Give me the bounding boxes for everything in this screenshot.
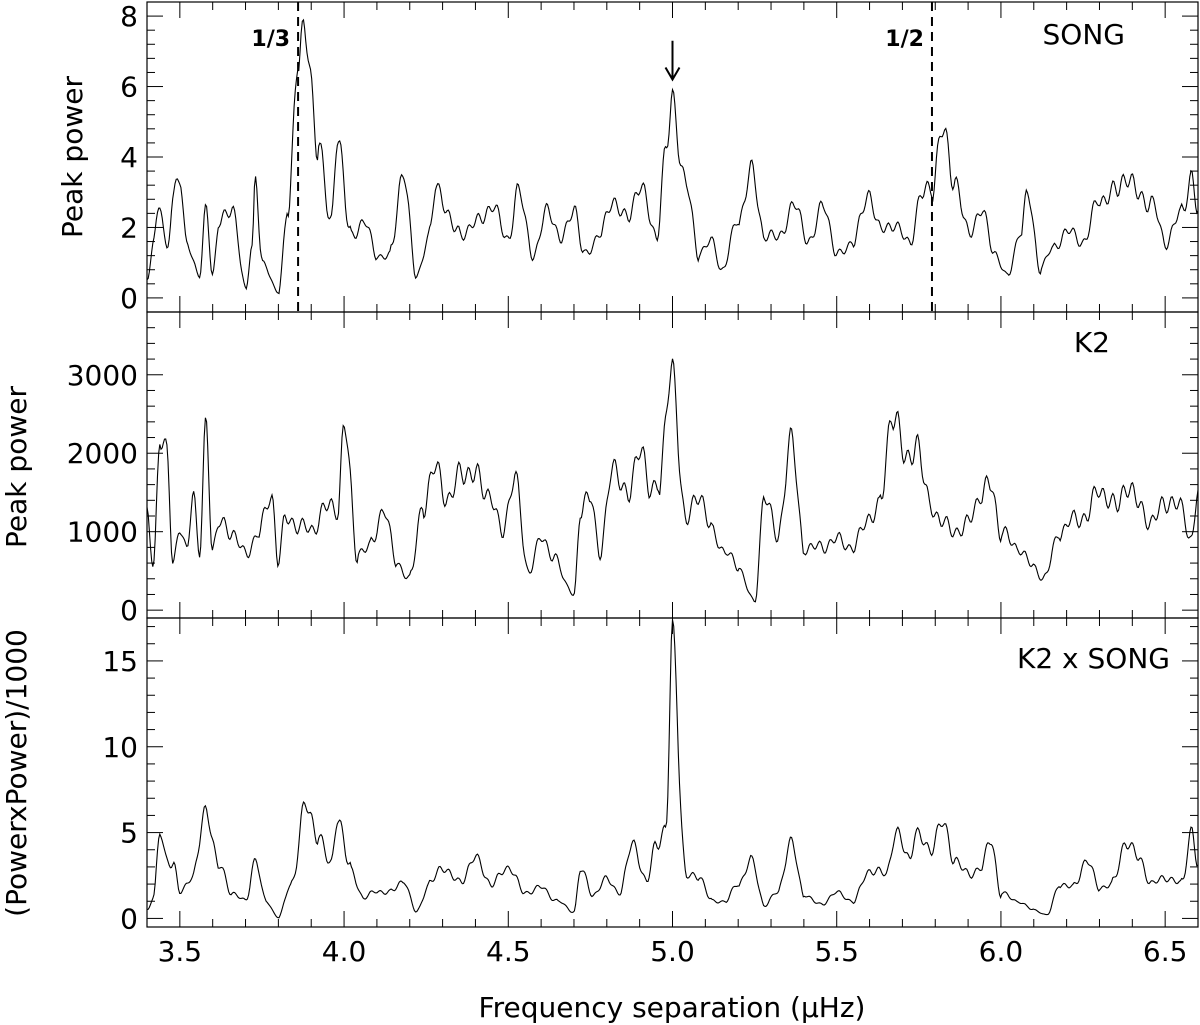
reference-line-label: 1/3 <box>251 27 290 52</box>
reference-line-label: 1/2 <box>885 27 924 52</box>
y-axis-label: (PowerxPower)/1000 <box>0 629 33 917</box>
y-tick-label: 0 <box>120 902 138 935</box>
x-axis-label: Frequency separation (μHz) <box>479 991 866 1024</box>
panel-label: K2 x SONG <box>1017 642 1170 675</box>
y-tick-label: 8 <box>120 0 138 33</box>
y-tick-label: 15 <box>102 645 138 678</box>
series-line <box>147 619 1198 919</box>
y-tick-label: 3000 <box>67 359 138 392</box>
y-tick-label: 0 <box>120 594 138 627</box>
arrow-head <box>664 66 681 82</box>
y-tick-label: 0 <box>120 282 138 315</box>
y-tick-label: 5 <box>120 817 138 850</box>
y-tick-label: 1000 <box>67 516 138 549</box>
x-tick-label: 5.5 <box>814 935 859 968</box>
panel-label: K2 <box>1074 326 1110 359</box>
y-tick-label: 10 <box>102 731 138 764</box>
panel-label: SONG <box>1043 18 1125 51</box>
y-tick-label: 4 <box>120 141 138 174</box>
y-axis-label: Peak power <box>0 386 33 548</box>
panel-k2: 0 1000 2000 3000 Peak power K2 <box>0 311 1199 627</box>
x-tick-label: 6.5 <box>1143 935 1188 968</box>
panel-product: 0 5 10 15 3.5 4.0 4.5 5.0 5.5 6.0 6.5 (PowerxPower)… <box>0 617 1199 968</box>
x-tick-label: 4.5 <box>486 935 531 968</box>
y-tick-label: 6 <box>120 71 138 104</box>
y-tick-label: 2000 <box>67 437 138 470</box>
y-tick-label: 2 <box>120 211 138 244</box>
x-tick-label: 4.0 <box>322 935 367 968</box>
panel-song: 0 2 4 6 8 Peak power SONG 1/3 1/2 <box>56 0 1199 315</box>
x-tick-label: 3.5 <box>158 935 203 968</box>
x-tick-label: 6.0 <box>979 935 1024 968</box>
y-axis-label: Peak power <box>56 76 89 238</box>
panels: 0 2 4 6 8 Peak power SONG 1/3 1/2 0 1000 2000 3000 Pe… <box>0 0 1199 968</box>
plot-frame <box>146 311 1199 619</box>
x-tick-label: 5.0 <box>650 935 695 968</box>
series-line <box>147 18 1198 295</box>
series-line <box>147 358 1198 603</box>
